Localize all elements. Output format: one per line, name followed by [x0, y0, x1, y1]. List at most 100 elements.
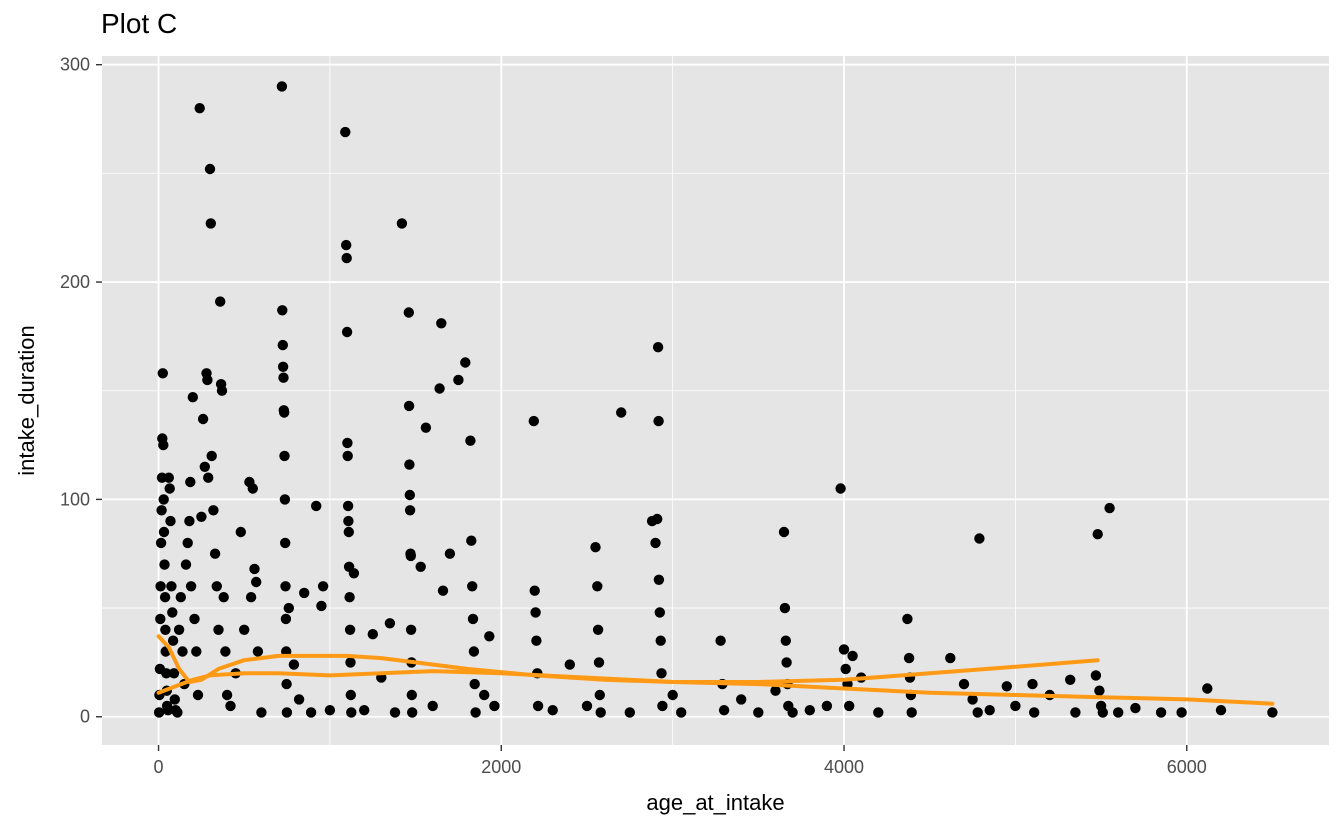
data-point [340, 126, 351, 138]
axes: 0 2000 4000 6000 0 100 200 300 [60, 55, 1207, 777]
data-point [276, 81, 288, 92]
data-point [547, 705, 558, 716]
x-tick-label: 2000 [481, 757, 521, 777]
data-point [1097, 707, 1109, 718]
data-point [624, 707, 635, 718]
data-point [592, 581, 603, 592]
data-point [279, 450, 290, 462]
y-tick-label: 0 [80, 707, 90, 727]
data-point [984, 705, 995, 716]
data-point [667, 689, 678, 701]
data-point [225, 700, 236, 712]
data-point [840, 663, 851, 675]
data-point [157, 368, 168, 379]
data-point [718, 705, 730, 716]
data-point [967, 694, 978, 705]
data-point [420, 422, 432, 433]
data-point [945, 652, 956, 664]
data-point [1113, 707, 1124, 718]
data-point [277, 305, 288, 316]
data-point [192, 689, 204, 701]
data-point [468, 646, 480, 657]
data-point [1090, 670, 1102, 681]
data-point [489, 700, 500, 712]
data-point [753, 707, 764, 718]
data-point [341, 252, 352, 264]
data-point [194, 103, 205, 114]
data-point [581, 700, 593, 712]
data-point [407, 707, 418, 718]
data-point [590, 542, 601, 553]
data-point [528, 415, 539, 427]
data-point [221, 689, 233, 701]
data-point [343, 515, 354, 527]
data-point [213, 624, 224, 635]
data-point [847, 650, 858, 662]
data-point [396, 218, 408, 229]
data-point [172, 707, 183, 718]
data-point [239, 624, 250, 635]
data-point [460, 357, 471, 368]
data-point [196, 511, 207, 522]
data-point [594, 689, 605, 701]
data-point [342, 450, 353, 462]
data-point [317, 581, 329, 592]
data-point [1130, 702, 1141, 714]
data-point [155, 581, 166, 592]
data-point [324, 705, 336, 716]
data-point [161, 668, 172, 679]
data-point [177, 646, 188, 657]
data-point [208, 505, 219, 516]
data-point [444, 548, 456, 559]
data-point [162, 705, 174, 716]
data-point [1155, 707, 1167, 718]
data-point [453, 374, 464, 386]
data-point [197, 413, 209, 425]
data-point [345, 689, 356, 701]
data-point [465, 435, 476, 446]
data-point [652, 342, 664, 353]
data-point [175, 592, 186, 603]
data-point [173, 624, 185, 635]
data-point [218, 592, 229, 603]
data-point [958, 678, 970, 690]
data-point [153, 707, 165, 718]
data-point [156, 505, 167, 516]
data-point [202, 374, 213, 386]
data-point [479, 689, 490, 701]
data-point [344, 624, 356, 635]
data-point [530, 607, 541, 618]
data-point [367, 629, 378, 640]
data-point [676, 707, 687, 718]
data-point [281, 678, 292, 690]
data-point [155, 537, 167, 549]
data-point [187, 392, 198, 403]
data-point [204, 163, 216, 175]
data-point [247, 483, 258, 494]
data-point [281, 707, 293, 718]
data-point [404, 489, 415, 501]
y-axis-title: intake_duration [14, 325, 39, 475]
data-point [654, 607, 665, 618]
data-point [835, 483, 846, 494]
data-point [159, 592, 171, 603]
data-point [715, 635, 726, 646]
data-point [1215, 705, 1227, 716]
data-point [185, 581, 197, 592]
data-point [280, 613, 292, 625]
data-point [249, 563, 260, 575]
data-point [184, 515, 195, 527]
data-point [180, 559, 192, 570]
data-point [1010, 700, 1021, 712]
data-point [277, 339, 288, 351]
data-point [404, 505, 416, 516]
data-point [467, 613, 479, 625]
y-tick-label: 200 [60, 272, 90, 292]
data-point [902, 613, 913, 625]
data-point [209, 548, 221, 559]
data-point [343, 526, 354, 538]
data-point [484, 631, 495, 642]
data-point [164, 483, 175, 494]
y-tick-label: 100 [60, 489, 90, 509]
data-point [251, 576, 262, 588]
